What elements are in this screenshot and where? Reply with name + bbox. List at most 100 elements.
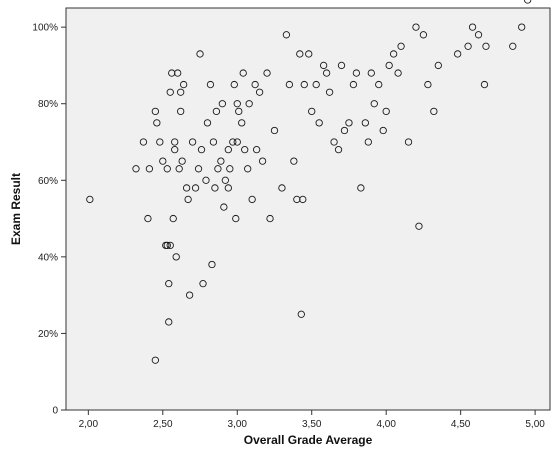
data-point <box>322 69 331 77</box>
data-point <box>299 195 307 204</box>
data-point <box>319 61 328 70</box>
x-tick-label: 2,00 <box>79 419 99 430</box>
data-point <box>166 241 174 250</box>
data-point <box>220 203 228 211</box>
data-point <box>312 80 320 89</box>
data-points <box>86 0 532 364</box>
data-point <box>206 80 215 89</box>
data-point <box>172 253 180 261</box>
data-point <box>184 195 192 204</box>
x-tick-label: 3,00 <box>228 419 248 430</box>
data-point <box>334 146 343 154</box>
x-tick-label: 3,50 <box>302 419 322 430</box>
data-point <box>233 100 241 108</box>
data-point <box>182 184 191 192</box>
data-point <box>239 69 247 77</box>
data-point <box>171 146 179 154</box>
data-point <box>385 61 393 70</box>
data-point <box>232 214 240 223</box>
data-point <box>509 42 517 50</box>
data-point <box>139 138 148 146</box>
data-point <box>165 280 173 288</box>
data-point <box>300 80 308 89</box>
y-tick-label: 0 <box>52 406 58 417</box>
data-point <box>325 88 334 96</box>
data-point <box>244 165 252 173</box>
data-point <box>199 280 207 288</box>
data-point <box>389 50 398 58</box>
data-point <box>230 80 238 89</box>
data-point <box>337 61 346 70</box>
data-point <box>177 88 185 96</box>
data-point <box>245 100 253 108</box>
data-point <box>159 157 167 165</box>
data-point <box>379 126 387 135</box>
data-point <box>258 157 267 165</box>
y-axis: 0 20% 40% 60% 80% 100% <box>32 23 66 417</box>
data-point <box>169 214 177 223</box>
data-point <box>197 146 206 154</box>
data-point <box>212 107 221 116</box>
data-point <box>464 42 472 50</box>
data-point <box>340 126 349 135</box>
data-point <box>145 165 154 173</box>
y-axis-title: Exam Result <box>9 173 23 245</box>
data-point <box>251 80 259 89</box>
data-point <box>86 195 94 204</box>
data-point <box>229 138 237 146</box>
data-point <box>290 157 298 165</box>
data-point <box>263 69 271 77</box>
data-point <box>214 165 222 173</box>
data-point <box>224 146 232 154</box>
data-point <box>349 80 358 89</box>
data-point <box>352 69 361 77</box>
data-point <box>202 176 210 184</box>
data-point <box>255 88 264 96</box>
data-point <box>233 138 241 146</box>
data-point <box>226 165 234 173</box>
data-point <box>480 80 489 89</box>
x-tick-label: 2,50 <box>153 419 173 430</box>
data-point <box>305 50 313 58</box>
data-point <box>297 310 305 318</box>
data-point <box>241 146 249 154</box>
data-point <box>156 138 164 146</box>
data-point <box>174 69 182 77</box>
data-point <box>151 356 160 364</box>
data-point <box>394 69 402 77</box>
data-point <box>266 214 274 223</box>
data-point <box>367 69 375 77</box>
data-point <box>430 107 438 116</box>
data-point <box>185 291 194 299</box>
data-point <box>296 50 304 58</box>
data-point <box>163 241 171 250</box>
data-point <box>315 119 323 127</box>
data-point <box>224 184 232 192</box>
data-point <box>412 23 420 31</box>
data-point <box>211 184 219 192</box>
data-point <box>524 0 532 4</box>
data-point <box>209 138 218 146</box>
data-point <box>482 42 490 50</box>
y-tick-label: 100% <box>32 23 58 34</box>
data-point <box>308 107 316 116</box>
data-point <box>415 222 423 230</box>
data-point <box>188 138 197 146</box>
data-point <box>166 88 174 96</box>
x-tick-label: 4,50 <box>451 419 471 430</box>
data-point <box>434 61 442 70</box>
data-point <box>474 31 483 39</box>
y-tick-label: 60% <box>38 176 58 187</box>
data-point <box>178 157 186 165</box>
data-point <box>194 165 203 173</box>
data-point <box>221 176 229 184</box>
data-point <box>235 107 243 116</box>
data-point <box>270 126 279 135</box>
x-tick-label: 5,00 <box>525 419 545 430</box>
data-point <box>370 100 378 108</box>
data-point <box>203 119 212 127</box>
data-point <box>424 80 432 89</box>
data-point <box>208 260 216 269</box>
data-point <box>357 184 365 192</box>
data-point <box>151 107 160 116</box>
